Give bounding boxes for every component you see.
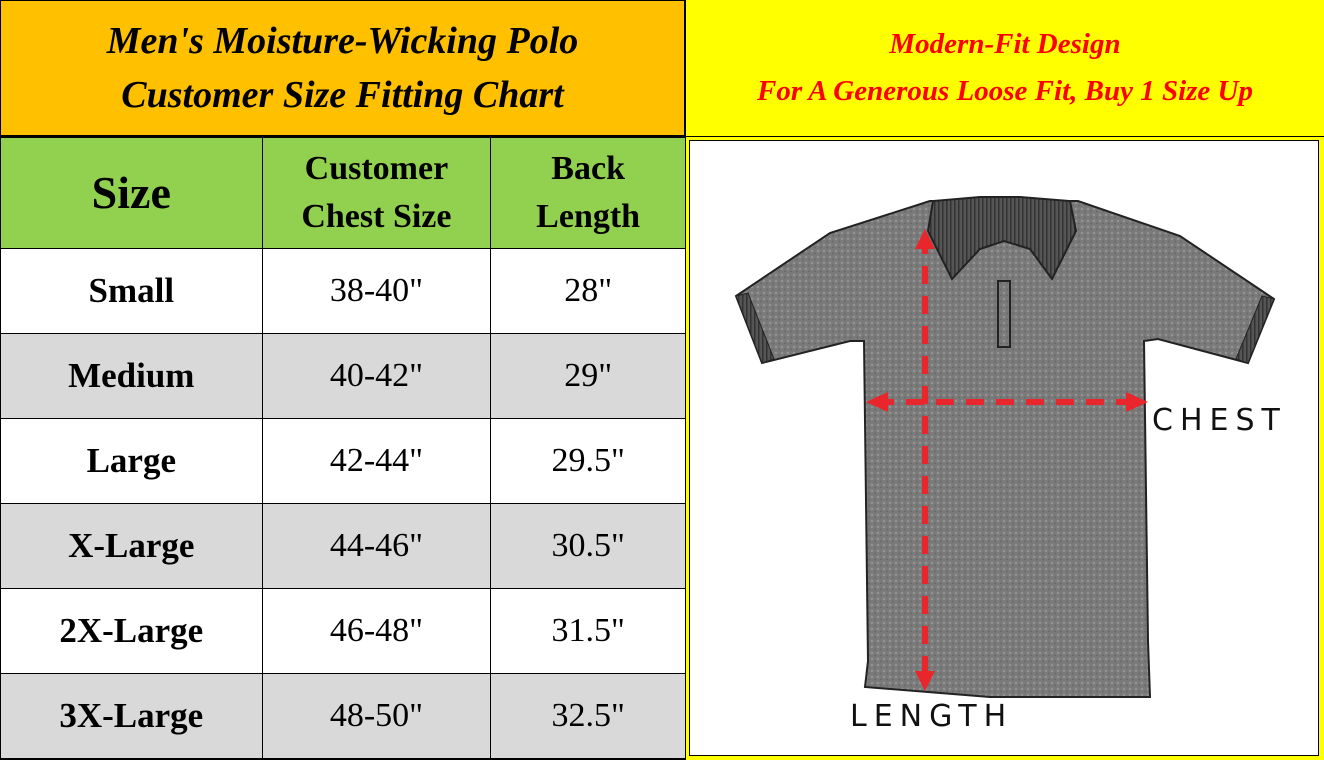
chest-cell: 48-50" [261, 673, 492, 759]
placket [997, 280, 1011, 348]
shirt-diagram: CHEST LENGTH [689, 140, 1319, 756]
table-row: Medium 40-42" 29" [0, 333, 686, 419]
fit-note-line-2: For A Generous Loose Fit, Buy 1 Size Up [756, 75, 1254, 107]
chest-cell: 42-44" [261, 418, 492, 504]
table-header-row: Size Customer Chest Size Back Length [0, 137, 686, 249]
header-text: Customer [304, 150, 449, 187]
size-table: Size Customer Chest Size Back Length Small… [0, 137, 686, 759]
length-cell: 29" [490, 333, 686, 419]
chart-title: Men's Moisture-Wicking Polo Customer Siz… [0, 0, 685, 136]
length-cell: 28" [490, 248, 686, 334]
size-cell: Small [0, 248, 263, 334]
length-cell: 32.5" [490, 673, 686, 759]
column-header-chest: Customer Chest Size [261, 137, 492, 249]
column-header-length: Back Length [490, 137, 686, 249]
table-row: Small 38-40" 28" [0, 248, 686, 334]
size-cell: Medium [0, 333, 263, 419]
length-cell: 31.5" [490, 588, 686, 674]
chest-cell: 38-40" [261, 248, 492, 334]
column-header-size: Size [0, 137, 263, 249]
table-row: 3X-Large 48-50" 32.5" [0, 673, 686, 759]
chest-cell: 44-46" [261, 503, 492, 589]
table-row: Large 42-44" 29.5" [0, 418, 686, 504]
fit-note: Modern-Fit Design For A Generous Loose F… [686, 0, 1324, 136]
title-line-2: Customer Size Fitting Chart [121, 74, 564, 116]
shirt-diagram-panel: CHEST LENGTH [686, 137, 1324, 760]
shirt-body [734, 200, 1276, 698]
table-row: X-Large 44-46" 30.5" [0, 503, 686, 589]
title-line-1: Men's Moisture-Wicking Polo [106, 20, 579, 62]
left-cuff [735, 292, 775, 364]
fit-note-line-1: Modern-Fit Design [889, 28, 1121, 60]
header-text: Length [536, 198, 641, 235]
size-cell: 3X-Large [0, 673, 263, 759]
polo-shirt-illustration [734, 196, 1276, 698]
header-text: Back [551, 150, 625, 187]
length-cell: 29.5" [490, 418, 686, 504]
chest-cell: 40-42" [261, 333, 492, 419]
chest-cell: 46-48" [261, 588, 492, 674]
header-text: Chest Size [301, 198, 452, 235]
table-row: 2X-Large 46-48" 31.5" [0, 588, 686, 674]
length-cell: 30.5" [490, 503, 686, 589]
size-cell: Large [0, 418, 263, 504]
collar [926, 196, 1078, 281]
size-cell: 2X-Large [0, 588, 263, 674]
header-text: Size [91, 167, 171, 218]
right-cuff [1235, 295, 1275, 364]
chest-label: CHEST [1152, 403, 1287, 438]
length-label: LENGTH [850, 699, 1014, 734]
size-cell: X-Large [0, 503, 263, 589]
